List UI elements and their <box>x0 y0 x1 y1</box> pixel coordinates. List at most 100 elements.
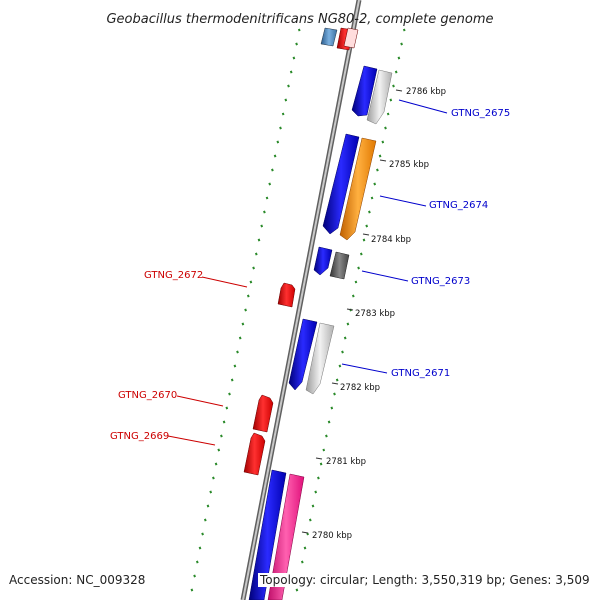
gc-skew-dot <box>212 476 215 480</box>
gc-skew-dot <box>343 336 347 340</box>
gc-skew-dot <box>241 322 245 326</box>
gene-label-gtng-2670[interactable]: GTNG_2670 <box>118 390 177 401</box>
gc-skew-dot <box>386 112 390 116</box>
gc-skew-dot <box>271 168 274 172</box>
gc-skew-dot <box>365 224 369 228</box>
gene-label-gtng-2673[interactable]: GTNG_2673 <box>411 276 470 287</box>
gc-skew-dot <box>327 420 331 424</box>
gc-skew-dot <box>330 406 334 410</box>
gc-skew-dot <box>338 364 342 368</box>
accession-label: Accession: NC_009328 <box>7 573 148 587</box>
gc-skew-dot <box>392 84 395 88</box>
map-title: Geobacillus thermodenitrificans NG80-2, … <box>106 12 493 27</box>
tick-label-2784: 2784 kbp <box>371 235 411 245</box>
gc-skew-dot <box>373 182 377 186</box>
feature-blue-2671 <box>288 318 318 391</box>
tick-label-2785: 2785 kbp <box>389 160 429 170</box>
gc-skew-dot <box>230 378 234 382</box>
gc-skew-dot <box>311 504 315 508</box>
tick-label-2786: 2786 kbp <box>406 87 446 97</box>
feature-orange-2674 <box>339 137 377 241</box>
gc-skew-dot <box>209 490 213 494</box>
gc-skew-dot <box>214 462 218 466</box>
gc-skew-dot <box>322 448 326 452</box>
gene-label-gtng-2674[interactable]: GTNG_2674 <box>429 200 488 211</box>
gc-skew-dot <box>238 336 242 340</box>
gene-label-gtng-2671[interactable]: GTNG_2671 <box>391 368 450 379</box>
tick-label-2781: 2781 kbp <box>326 457 366 467</box>
gc-skew-dot <box>319 462 323 466</box>
gc-skew-dot <box>295 588 299 592</box>
gc-skew-dot <box>303 546 307 550</box>
gc-skew-dot <box>384 126 387 130</box>
gc-skew-dot <box>308 518 312 522</box>
feature-grey-2675 <box>366 69 393 125</box>
tick-label-2783: 2783 kbp <box>355 309 395 319</box>
gc-skew-dot <box>292 56 296 60</box>
feature-blue-2673 <box>313 246 333 276</box>
gc-skew-dot <box>370 196 374 200</box>
feature-magenta-bottom <box>267 473 305 600</box>
tick-label-2782: 2782 kbp <box>340 383 380 393</box>
gc-skew-track <box>190 28 406 592</box>
gc-skew-dot <box>217 448 221 452</box>
gene-label-gtng-2669[interactable]: GTNG_2669 <box>110 431 169 442</box>
feature-blue-bottom <box>248 469 287 600</box>
gc-skew-dot <box>281 112 285 116</box>
gc-skew-dot <box>381 140 385 144</box>
genome-summary: Topology: circular; Length: 3,550,319 bp… <box>258 573 592 587</box>
gc-skew-dot <box>389 98 393 102</box>
gene-label-gtng-2672[interactable]: GTNG_2672 <box>144 270 203 281</box>
gc-skew-dot <box>317 476 320 480</box>
feature-red-2672 <box>277 282 296 308</box>
gc-skew-dot <box>276 140 280 144</box>
gc-skew-dot <box>368 210 371 214</box>
gc-skew-dot <box>335 378 339 382</box>
gc-skew-dot <box>249 280 253 284</box>
gc-skew-dot <box>357 266 360 270</box>
gc-skew-dot <box>394 70 398 74</box>
feature-pink-top <box>343 27 359 49</box>
gc-skew-dot <box>257 238 261 242</box>
gc-skew-dot <box>378 154 382 158</box>
gc-skew-dot <box>222 420 226 424</box>
gc-skew-dot <box>289 70 293 74</box>
gc-skew-dot <box>244 308 247 312</box>
gc-skew-dot <box>252 266 255 270</box>
gc-skew-dot <box>376 168 379 172</box>
gc-skew-dot <box>397 56 401 60</box>
gc-skew-dot <box>201 532 204 536</box>
gc-skew-dot <box>193 574 196 578</box>
genome-backbone <box>240 0 362 600</box>
gc-skew-dot <box>246 294 250 298</box>
gc-skew-dot <box>268 182 272 186</box>
gc-skew-dot <box>225 406 229 410</box>
feature-red-2669 <box>243 432 266 476</box>
feature-track <box>243 27 393 600</box>
gc-skew-dot <box>341 350 344 354</box>
gc-skew-dot <box>402 28 406 32</box>
gc-skew-dot <box>333 392 336 396</box>
feature-grey-2671 <box>305 322 335 395</box>
gc-skew-dot <box>190 588 194 592</box>
gene-label-gtng-2675[interactable]: GTNG_2675 <box>451 108 510 119</box>
gene-labels: GTNG_2675 GTNG_2674 GTNG_2673 GTNG_2672 … <box>110 99 510 446</box>
gc-skew-dot <box>351 294 355 298</box>
gc-skew-dot <box>346 322 350 326</box>
gc-skew-dot <box>400 42 403 46</box>
gc-skew-dot <box>198 546 202 550</box>
gc-skew-dot <box>195 560 199 564</box>
gc-skew-dot <box>220 434 223 438</box>
gc-skew-dot <box>236 350 239 354</box>
gc-skew-dot <box>206 504 210 508</box>
gc-skew-dot <box>279 126 282 130</box>
gc-skew-dot <box>228 392 231 396</box>
gc-skew-dot <box>300 560 304 564</box>
gc-skew-dot <box>314 490 318 494</box>
feature-blue-2675 <box>351 65 378 117</box>
feature-steelblue <box>320 27 338 47</box>
tick-label-2780: 2780 kbp <box>312 531 352 541</box>
gc-skew-dot <box>297 28 301 32</box>
gc-skew-dot <box>254 252 258 256</box>
